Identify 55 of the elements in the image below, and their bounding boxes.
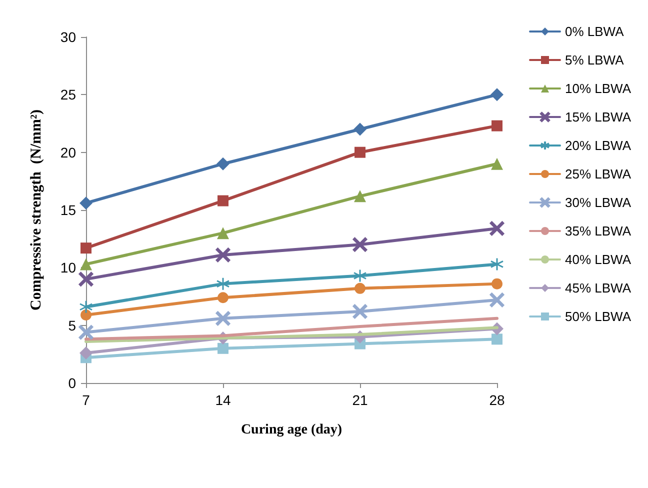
point	[218, 342, 228, 354]
point	[79, 300, 93, 314]
point	[216, 277, 230, 291]
legend-label: 45% LBWA	[565, 280, 632, 296]
x-tick-label: 14	[215, 392, 231, 408]
point	[354, 146, 366, 158]
legend-label: 10% LBWA	[565, 81, 632, 96]
legend-label: 5% LBWA	[565, 52, 624, 68]
y-tick-label: 0	[68, 375, 76, 391]
point	[216, 157, 230, 170]
legend-label: 0% LBWA	[565, 24, 624, 39]
x-tick-label: 7	[82, 392, 90, 408]
legend-label: 35% LBWA	[565, 224, 632, 238]
point	[80, 258, 92, 270]
x-tick-label: 28	[489, 392, 505, 408]
point	[216, 248, 230, 262]
point	[491, 158, 503, 170]
point	[492, 278, 502, 290]
legend-label: 25% LBWA	[565, 166, 632, 182]
x-tick-label: 21	[352, 392, 368, 408]
point	[490, 88, 504, 102]
point	[492, 334, 502, 345]
point	[80, 242, 92, 254]
legend-label: 20% LBWA	[565, 138, 632, 153]
point	[218, 195, 228, 206]
point	[80, 309, 92, 320]
y-tick-label: 20	[60, 144, 76, 160]
point	[78, 272, 94, 286]
point	[80, 346, 92, 360]
y-tick-label: 30	[60, 29, 76, 45]
point	[490, 292, 504, 308]
y-tick-label: 15	[60, 202, 76, 218]
y-axis-title: Compressive strength (N/mm²)	[28, 109, 44, 310]
legend-label: 50% LBWA	[565, 309, 632, 324]
y-tick-label: 5	[68, 317, 76, 334]
point	[216, 311, 230, 326]
point	[354, 122, 366, 136]
point	[354, 282, 366, 294]
point	[352, 237, 368, 252]
point	[80, 196, 92, 210]
legend-label: 30% LBWA	[565, 195, 632, 210]
point	[490, 257, 504, 271]
point	[354, 190, 366, 202]
point	[492, 120, 502, 132]
point	[490, 221, 504, 236]
x-axis-title: Curing age (day)	[240, 422, 342, 438]
point	[217, 227, 229, 240]
point	[353, 268, 367, 282]
point	[78, 325, 94, 340]
y-tick-label: 10	[60, 260, 76, 276]
point	[218, 292, 228, 304]
point	[352, 304, 368, 319]
y-tick-label: 25	[60, 86, 76, 103]
legend-label: 40% LBWA	[565, 252, 632, 267]
legend-label: 15% LBWA	[565, 110, 632, 124]
